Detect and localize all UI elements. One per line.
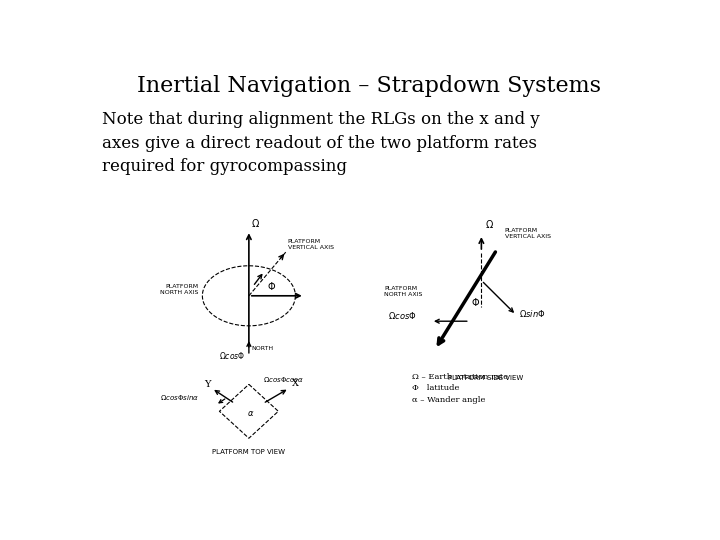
- Text: $\Omega$: $\Omega$: [251, 217, 260, 229]
- Text: $\Omega sin\Phi$: $\Omega sin\Phi$: [518, 308, 545, 319]
- Text: $\Phi$: $\Phi$: [472, 296, 480, 308]
- Text: PLATFORM
NORTH AXIS: PLATFORM NORTH AXIS: [160, 284, 199, 295]
- Text: $\Phi$: $\Phi$: [267, 280, 276, 292]
- Text: $\Omega cos\Phi$: $\Omega cos\Phi$: [219, 350, 245, 361]
- Text: X: X: [292, 379, 299, 388]
- Text: PLATFORM
VERTICAL AXIS: PLATFORM VERTICAL AXIS: [288, 239, 334, 250]
- Text: Ω – Earth rotation rate
Φ   latitude
α – Wander angle: Ω – Earth rotation rate Φ latitude α – W…: [412, 373, 508, 404]
- Text: $\Omega$: $\Omega$: [485, 218, 494, 230]
- Text: Inertial Navigation – Strapdown Systems: Inertial Navigation – Strapdown Systems: [137, 76, 601, 97]
- Text: $\alpha$: $\alpha$: [248, 409, 255, 418]
- Text: $\Omega cos\Phi$: $\Omega cos\Phi$: [388, 310, 417, 321]
- Text: PLATFORM TOP VIEW: PLATFORM TOP VIEW: [212, 449, 285, 455]
- Text: PLATFORM
NORTH AXIS: PLATFORM NORTH AXIS: [384, 286, 423, 297]
- Text: Y: Y: [204, 380, 210, 389]
- Text: PLATFORM SIDE VIEW: PLATFORM SIDE VIEW: [448, 375, 523, 381]
- Text: PLATFORM
VERTICAL AXIS: PLATFORM VERTICAL AXIS: [505, 228, 551, 239]
- Text: $\Omega cos\Phi sin\alpha$: $\Omega cos\Phi sin\alpha$: [160, 393, 199, 402]
- Text: NORTH: NORTH: [251, 346, 274, 350]
- Text: Note that during alignment the RLGs on the x and y
axes give a direct readout of: Note that during alignment the RLGs on t…: [102, 111, 539, 175]
- Text: $\Omega cos\Phi cos\alpha$: $\Omega cos\Phi cos\alpha$: [263, 375, 304, 384]
